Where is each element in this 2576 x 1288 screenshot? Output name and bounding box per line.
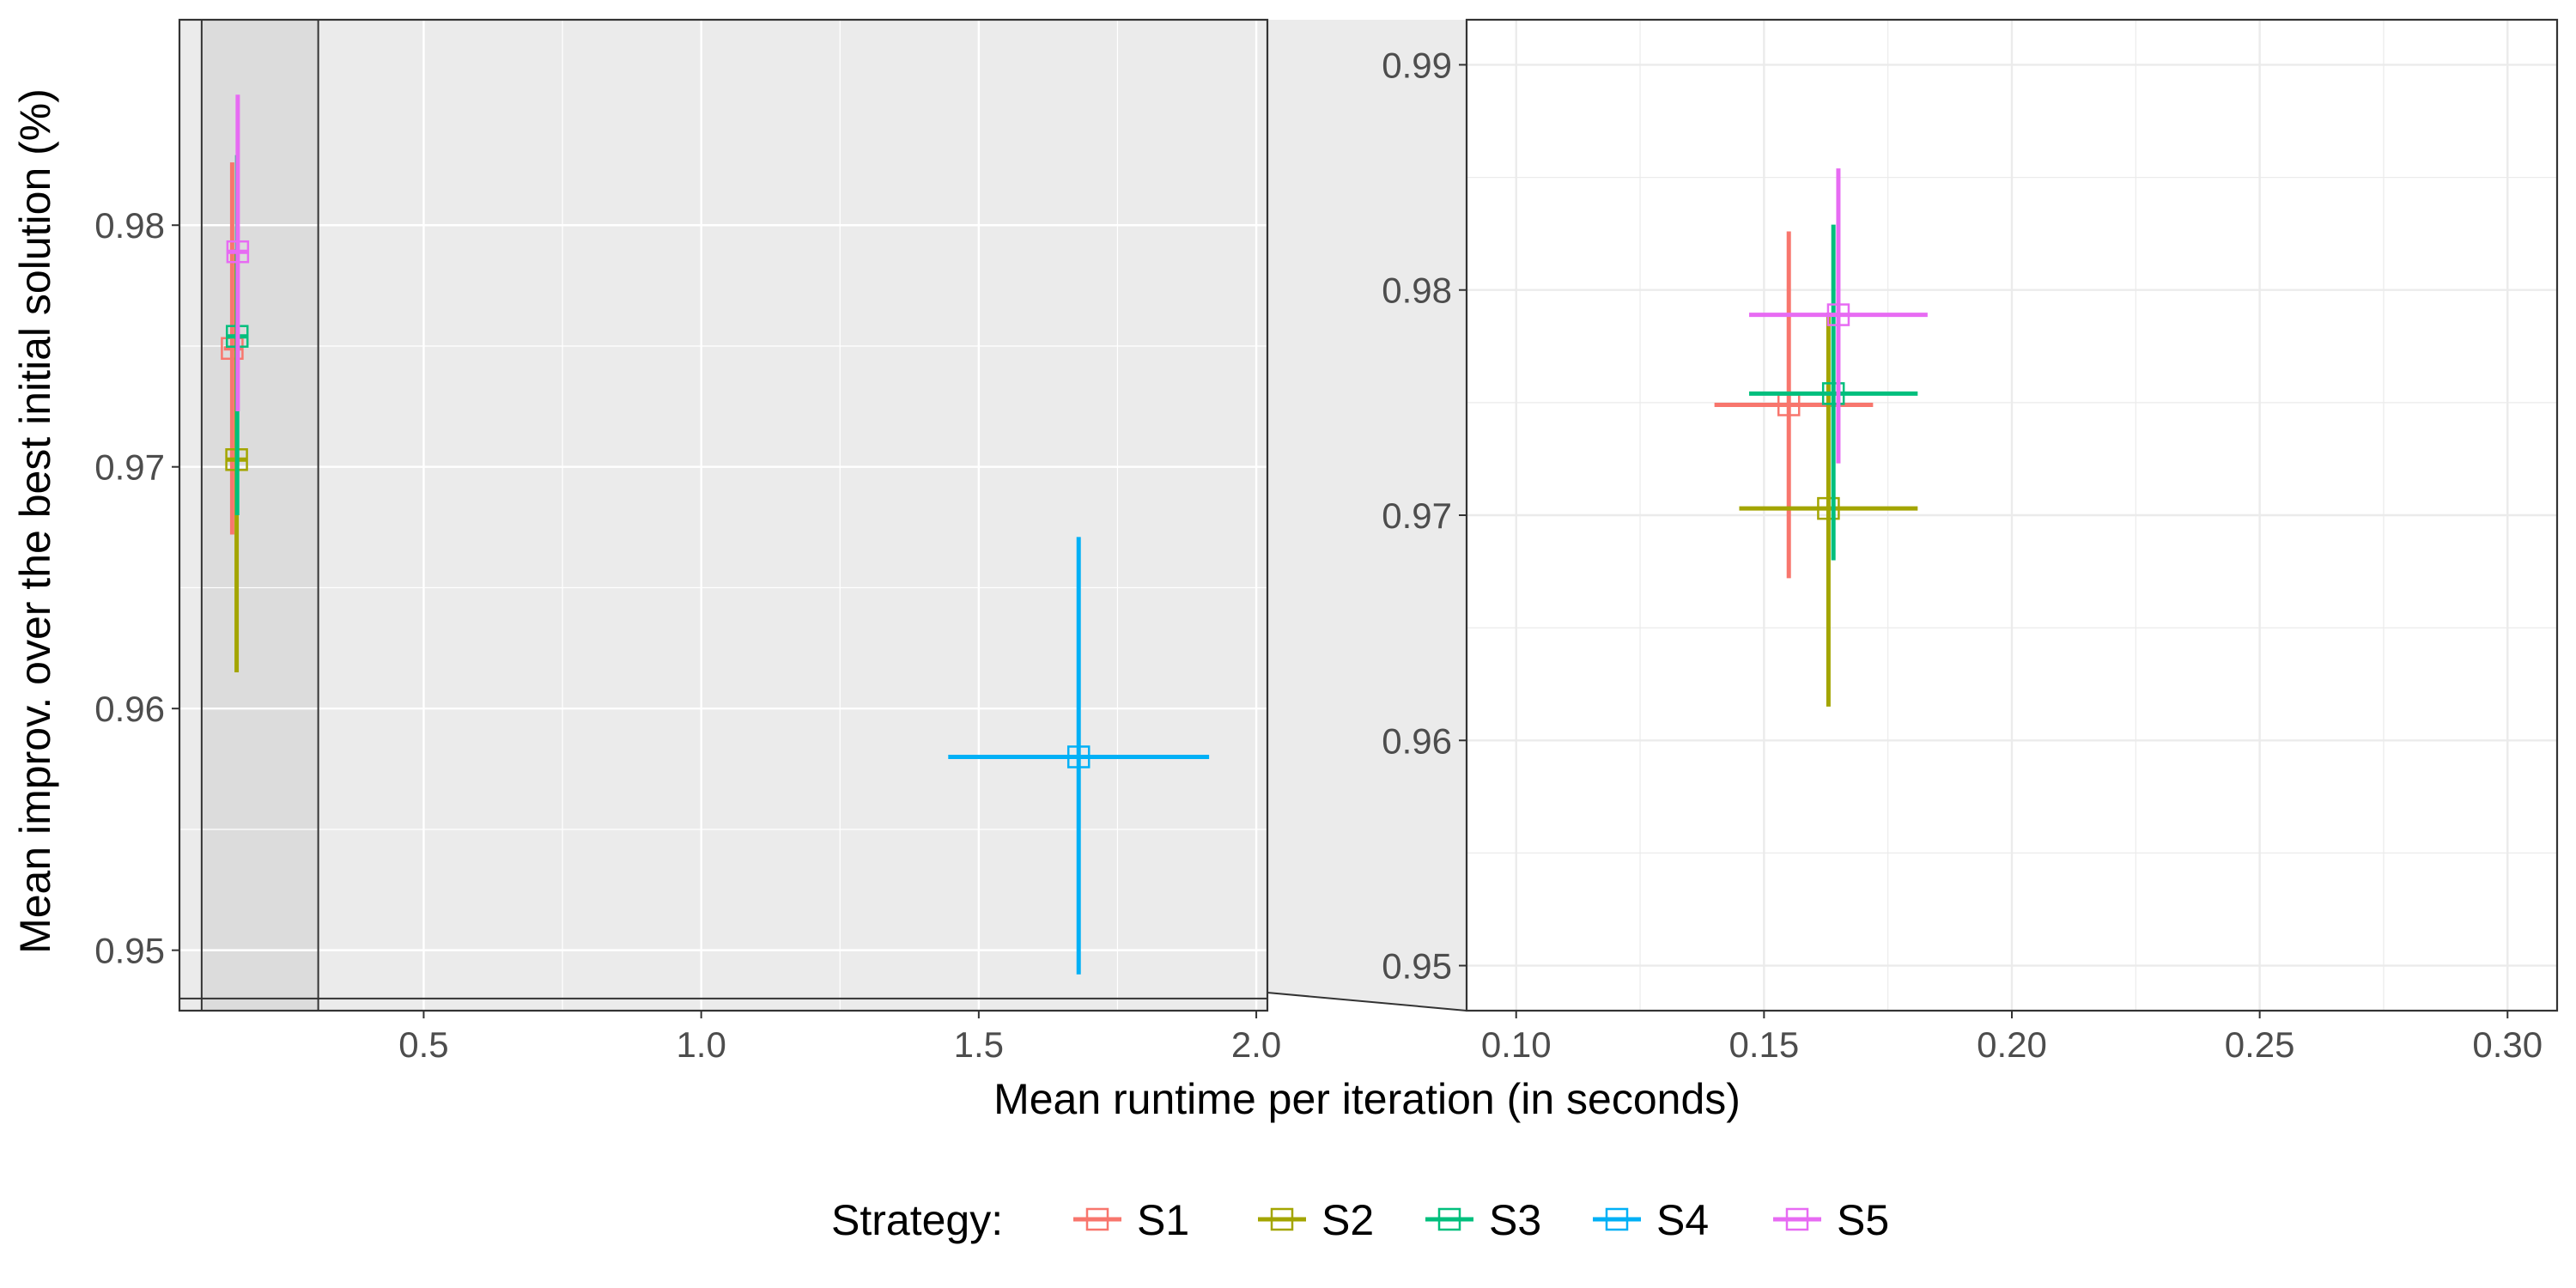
legend-item-s2: S2: [1258, 1196, 1374, 1244]
legend-label: S5: [1837, 1196, 1889, 1244]
x-tick-label: 1.5: [954, 1024, 1004, 1065]
legend: Strategy: S1 S2 S3 S4 S5: [831, 1196, 1889, 1244]
y-tick-label: 0.95: [94, 931, 165, 971]
data-point-s5: [226, 240, 250, 264]
legend-item-s1: S1: [1073, 1196, 1189, 1244]
legend-key-marker: [1085, 1207, 1109, 1231]
panel-border: [178, 18, 1269, 1012]
x-tick-label: 0.25: [2225, 1024, 2295, 1065]
legend-item-s5: S5: [1773, 1196, 1889, 1244]
x-axis-label: Mean runtime per iteration (in seconds): [993, 1075, 1741, 1123]
panel-background: [179, 20, 1267, 1011]
legend-label: S4: [1656, 1196, 1709, 1244]
x-tick-label: 0.15: [1728, 1024, 1799, 1065]
y-tick-label: 0.99: [1382, 45, 1452, 85]
overview-panel: 0.5 1.0 1.5 2.0 0.95 0.96 0.97 0.98: [94, 18, 1281, 1065]
legend-label: S3: [1489, 1196, 1541, 1244]
panel-border: [1465, 18, 2559, 1012]
data-layer: [1714, 168, 1928, 707]
legend-key-marker: [1605, 1207, 1629, 1231]
x-tick-label: 2.0: [1231, 1024, 1281, 1065]
y-tick-label: 0.97: [94, 447, 165, 488]
legend-label: S2: [1321, 1196, 1374, 1244]
y-tick-label: 0.96: [1382, 720, 1452, 761]
legend-key-marker: [1785, 1207, 1809, 1231]
zoom-region-highlight: [201, 20, 319, 1011]
data-point-s4: [1066, 745, 1091, 769]
zoom-panel: 0.10 0.15 0.20 0.25 0.30 0.95 0.96 0.97 0.98 0.99: [1382, 18, 2559, 1065]
data-layer: [221, 94, 1210, 975]
data-point-s3: [1821, 382, 1845, 405]
x-tick-label: 0.10: [1481, 1024, 1552, 1065]
y-tick-label: 0.98: [1382, 270, 1452, 311]
y-tick-label: 0.97: [1382, 495, 1452, 536]
x-tick-label: 0.20: [1977, 1024, 2047, 1065]
zoom-connector-line: [1267, 992, 1467, 1012]
x-tick-label: 0.5: [398, 1024, 448, 1065]
y-tick-label: 0.96: [94, 689, 165, 729]
legend-item-s3: S3: [1425, 1196, 1541, 1244]
data-point-s5: [1826, 303, 1850, 326]
x-tick-label: 0.30: [2472, 1024, 2543, 1065]
y-tick-label: 0.95: [1382, 946, 1452, 987]
x-tick-label: 1.0: [676, 1024, 726, 1065]
legend-key-marker: [1270, 1207, 1294, 1231]
legend-title: Strategy:: [831, 1196, 1003, 1244]
legend-item-s4: S4: [1593, 1196, 1709, 1244]
legend-label: S1: [1137, 1196, 1189, 1244]
y-tick-label: 0.98: [94, 205, 165, 246]
legend-key-marker: [1437, 1207, 1461, 1231]
data-point-s2: [1817, 496, 1840, 520]
y-axis-label: Mean improv. over the best initial solut…: [11, 88, 59, 954]
zoom-connector-band: [1267, 20, 1467, 1011]
